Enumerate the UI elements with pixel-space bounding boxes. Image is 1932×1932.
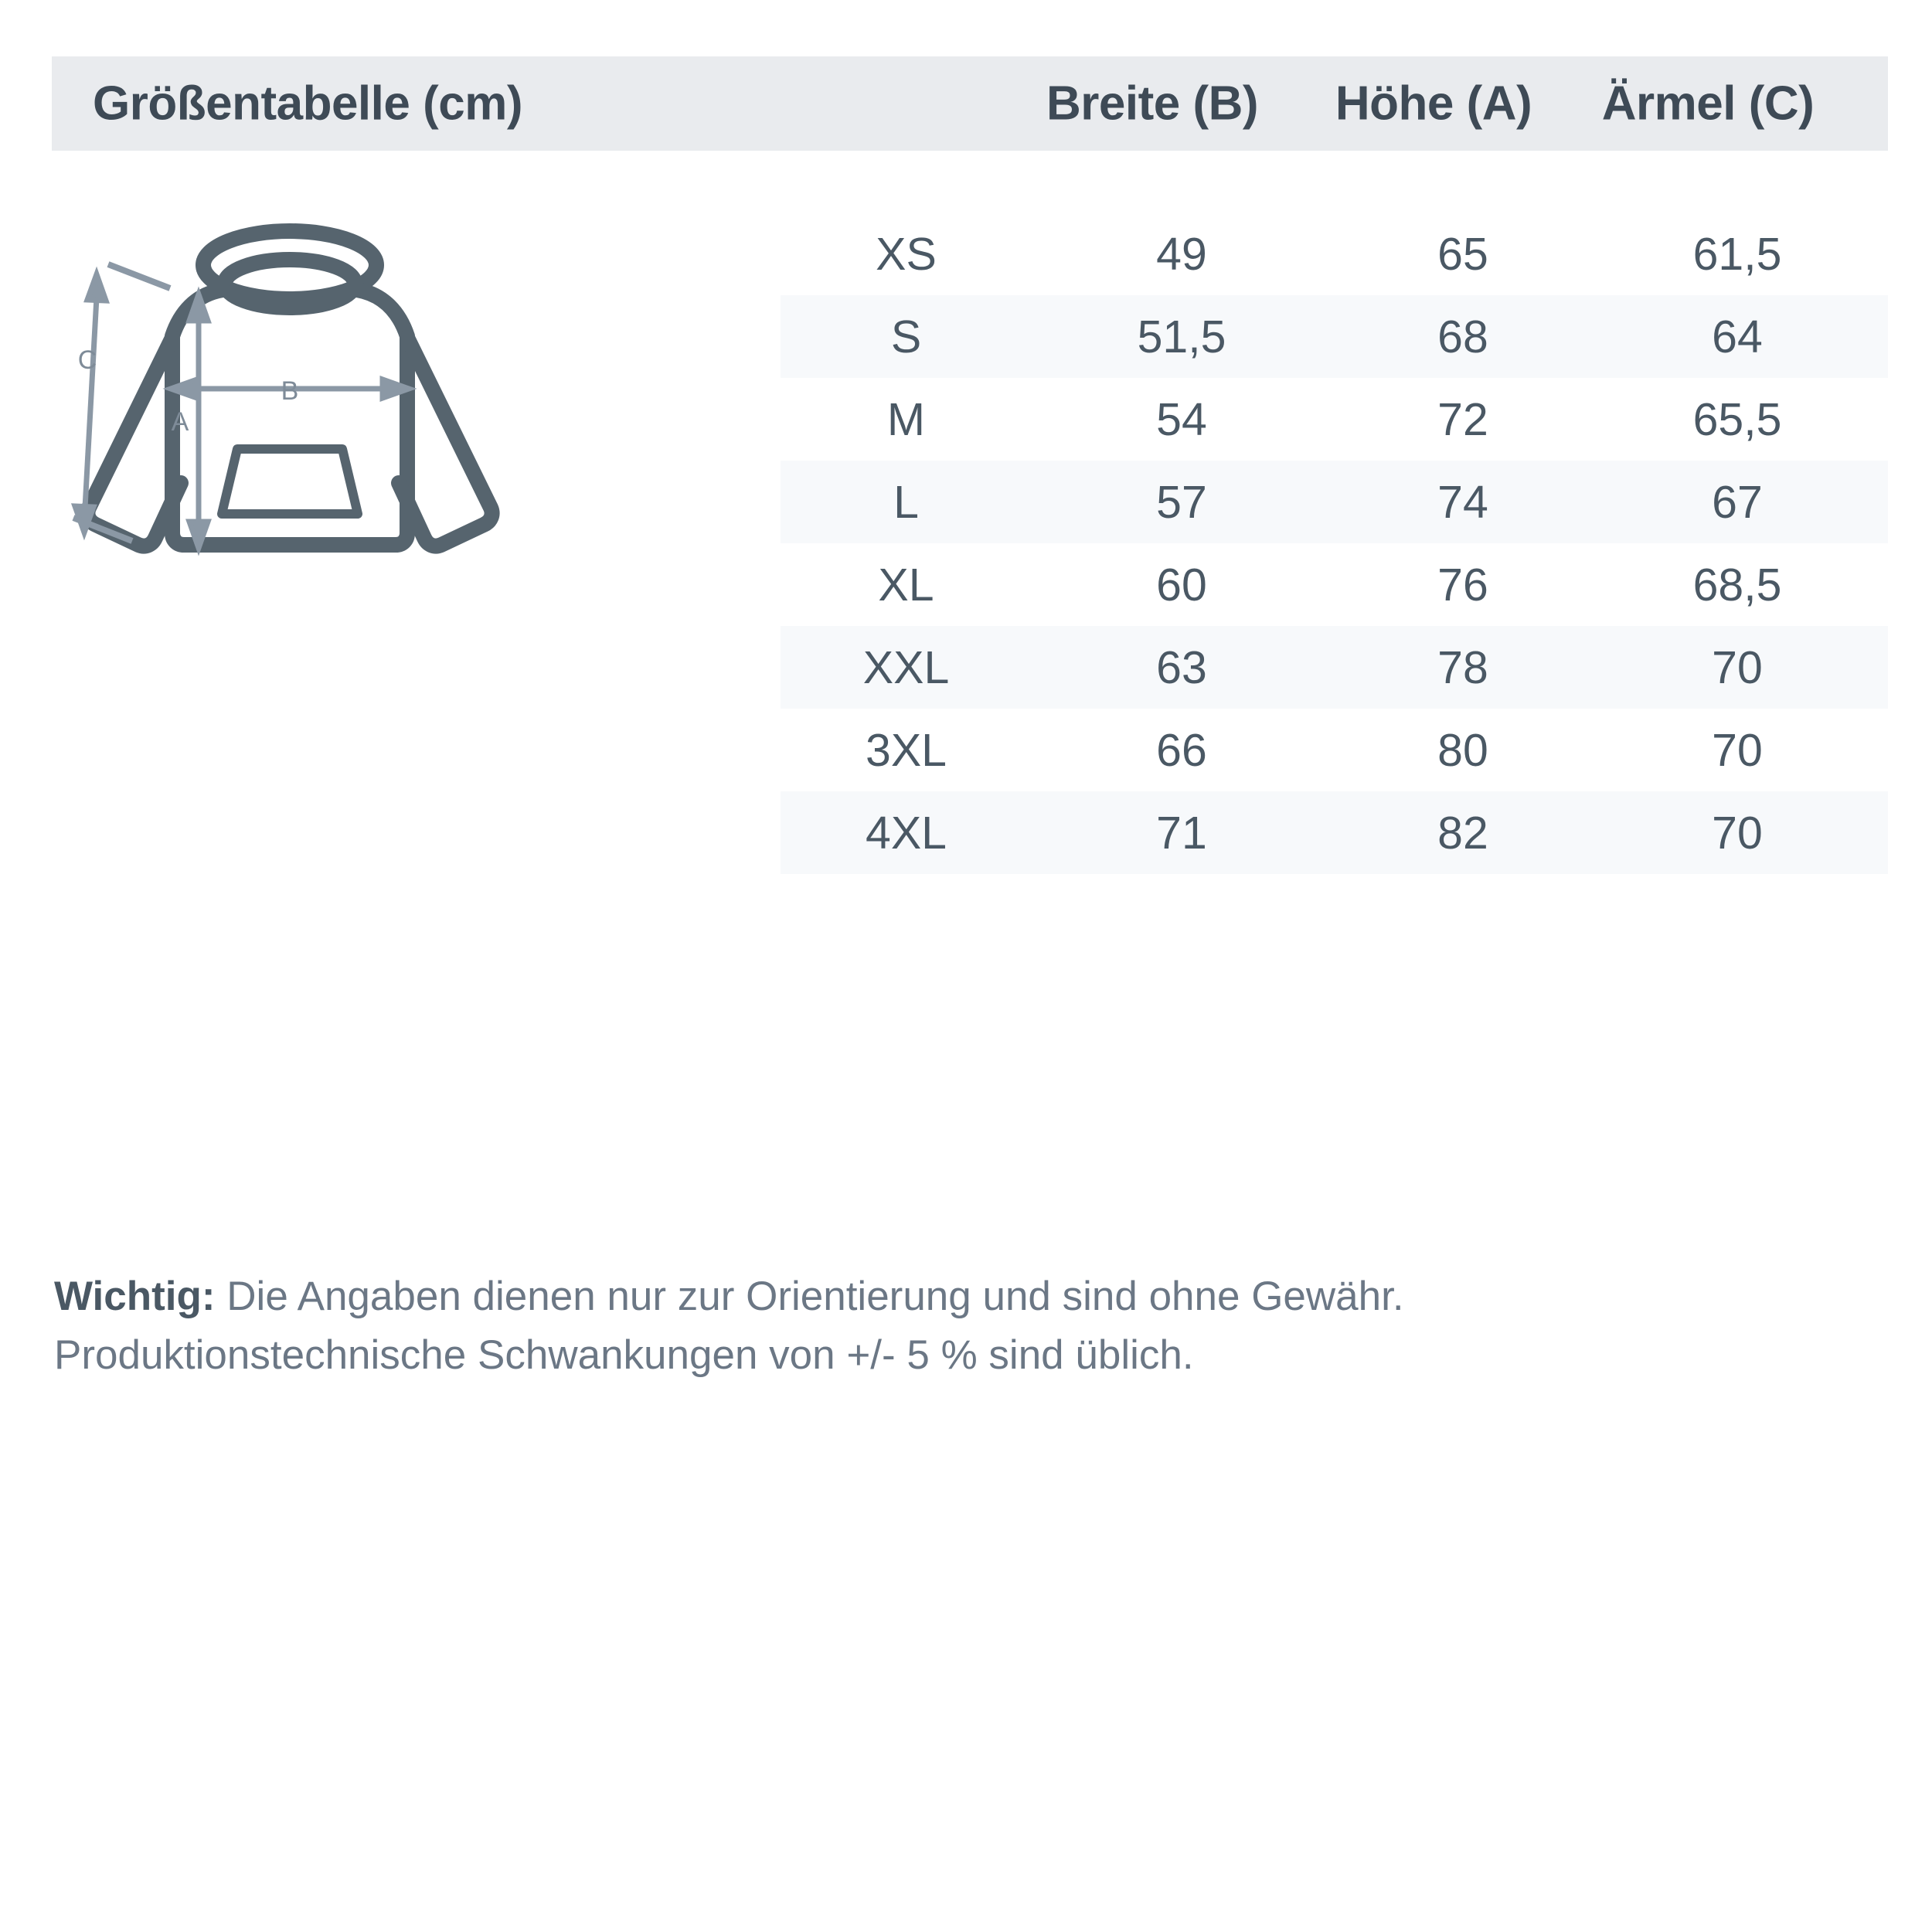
disclaimer-line-2: Produktionstechnische Schwankungen von +… — [54, 1332, 1194, 1378]
cell-sleeve: 70 — [1712, 807, 1763, 859]
cell-sleeve: 67 — [1712, 476, 1763, 528]
cell-sleeve: 65,5 — [1692, 393, 1782, 445]
sleeve-measure-label: C — [78, 345, 97, 375]
cell-sleeve: 61,5 — [1692, 228, 1782, 280]
cell-width: 60 — [1156, 559, 1207, 611]
cell-length: 78 — [1437, 641, 1488, 693]
column-header-sleeve: Ärmel (C) — [1601, 77, 1815, 131]
cell-length: 72 — [1437, 393, 1488, 445]
hoodie-diagram: C B A — [58, 220, 522, 568]
table-row: XXL 63 78 70 — [781, 626, 1888, 709]
length-measure-label: A — [172, 407, 189, 437]
cell-size: 4XL — [866, 807, 947, 859]
table-row: XS 49 65 61,5 — [781, 213, 1888, 295]
table-row: M 54 72 65,5 — [781, 378, 1888, 461]
cell-sleeve: 70 — [1712, 724, 1763, 776]
cell-size: XXL — [862, 641, 950, 693]
table-header-bar: Größentabelle (cm) Breite (B) Höhe (A) Ä… — [52, 56, 1888, 151]
table-row: XL 60 76 68,5 — [781, 543, 1888, 626]
table-row: L 57 74 67 — [781, 461, 1888, 543]
column-headers: Breite (B) Höhe (A) Ärmel (C) — [1002, 77, 1851, 131]
cell-sleeve: 70 — [1712, 641, 1763, 693]
cell-length: 65 — [1437, 228, 1488, 280]
cell-size: 3XL — [866, 724, 947, 776]
hoodie-icon: C B A — [70, 223, 500, 556]
cell-length: 74 — [1437, 476, 1488, 528]
cell-sleeve: 68,5 — [1692, 559, 1782, 611]
cell-width: 63 — [1156, 641, 1207, 693]
disclaimer-label: Wichtig: — [54, 1274, 216, 1319]
cell-width: 57 — [1156, 476, 1207, 528]
table-row: 4XL 71 82 70 — [781, 791, 1888, 874]
cell-size: M — [886, 393, 926, 445]
cell-width: 51,5 — [1137, 311, 1226, 362]
column-header-length: Höhe (A) — [1335, 77, 1532, 131]
width-measure-label: B — [281, 376, 299, 406]
cell-width: 54 — [1156, 393, 1207, 445]
column-header-width: Breite (B) — [1046, 77, 1259, 131]
size-table: XS 49 65 61,5 S 51,5 68 64 M 54 72 65,5 … — [781, 213, 1888, 874]
cell-length: 76 — [1437, 559, 1488, 611]
cell-length: 82 — [1437, 807, 1488, 859]
cell-width: 49 — [1156, 228, 1207, 280]
table-row: S 51,5 68 64 — [781, 295, 1888, 378]
cell-size: XS — [876, 228, 937, 280]
cell-length: 80 — [1437, 724, 1488, 776]
cell-size: S — [890, 311, 922, 362]
cell-size: XL — [878, 559, 934, 611]
disclaimer-note: Wichtig: Die Angaben dienen nur zur Orie… — [54, 1267, 1893, 1385]
cell-size: L — [893, 476, 919, 528]
page-title: Größentabelle (cm) — [93, 77, 523, 131]
table-row: 3XL 66 80 70 — [781, 709, 1888, 791]
cell-length: 68 — [1437, 311, 1488, 362]
cell-width: 66 — [1156, 724, 1207, 776]
cell-sleeve: 64 — [1712, 311, 1763, 362]
cell-width: 71 — [1156, 807, 1207, 859]
disclaimer-line-1: Die Angaben dienen nur zur Orientierung … — [215, 1274, 1404, 1319]
